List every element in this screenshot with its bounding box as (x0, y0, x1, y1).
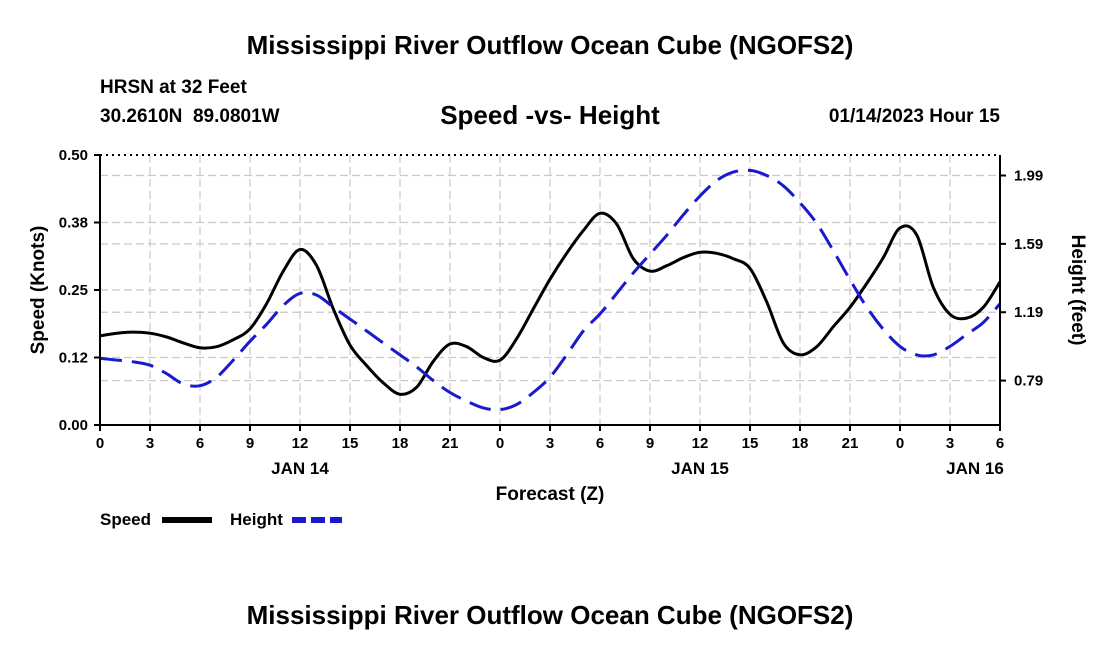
x-axis-label: Forecast (Z) (496, 484, 605, 505)
x-tick-label: 9 (646, 435, 654, 452)
x-tick-label: 9 (246, 435, 254, 452)
x-tick-label: 18 (392, 435, 409, 452)
x-tick-label: 15 (342, 435, 359, 452)
y-tick-label: 0.12 (59, 350, 88, 367)
x-tick-label: 0 (896, 435, 904, 452)
legend-speed-label: Speed (100, 510, 151, 529)
station-coordinates: 30.2610N 89.0801W (100, 106, 280, 127)
speed-series-line (99, 211, 1002, 396)
legend: Speed Height (100, 510, 342, 529)
x-tick-label: 6 (996, 435, 1004, 452)
x-tick-label: 21 (442, 435, 459, 452)
legend-height-label: Height (230, 510, 283, 529)
y-axis-label: Speed (Knots) (28, 226, 49, 355)
x-date-label: JAN 14 (271, 459, 329, 478)
y2-tick-label: 1.59 (1014, 236, 1043, 253)
y2-axis-label: Height (feet) (1067, 235, 1088, 346)
height-series-line (99, 168, 1002, 412)
grid (100, 155, 1000, 425)
x-date-label: JAN 15 (671, 459, 729, 478)
y2-tick-label: 0.79 (1014, 373, 1043, 390)
series-lines (99, 168, 1002, 412)
x-tick-label: 6 (196, 435, 204, 452)
y-tick-label: 0.38 (59, 215, 88, 232)
forecast-datetime: 01/14/2023 Hour 15 (828, 106, 1000, 127)
y-tick-label: 0.50 (59, 147, 88, 164)
footer-title: Mississippi River Outflow Ocean Cube (NG… (246, 600, 854, 630)
x-tick-label: 3 (946, 435, 954, 452)
y-tick-label: 0.25 (59, 282, 88, 299)
x-tick-label: 0 (96, 435, 104, 452)
axes: 0 3 6 9 12 15 18 21 0 3 6 9 12 15 18 21 0 3 6 JAN 14 JAN 15 J… (59, 147, 1043, 478)
x-tick-label: 3 (146, 435, 154, 452)
y2-tick-label: 1.99 (1014, 168, 1043, 185)
y-tick-label: 0.00 (59, 417, 88, 434)
chart-subtitle: Speed -vs- Height (440, 100, 660, 130)
main-title: Mississippi River Outflow Ocean Cube (NG… (246, 30, 854, 60)
x-tick-label: 12 (292, 435, 309, 452)
x-tick-label: 18 (792, 435, 809, 452)
x-date-label: JAN 16 (946, 459, 1004, 478)
x-tick-label: 0 (496, 435, 504, 452)
station-name: HRSN at 32 Feet (100, 77, 247, 98)
x-tick-label: 6 (596, 435, 604, 452)
x-tick-label: 3 (546, 435, 554, 452)
x-tick-label: 15 (742, 435, 759, 452)
x-tick-label: 12 (692, 435, 709, 452)
x-tick-label: 21 (842, 435, 859, 452)
y2-tick-label: 1.19 (1014, 304, 1043, 321)
